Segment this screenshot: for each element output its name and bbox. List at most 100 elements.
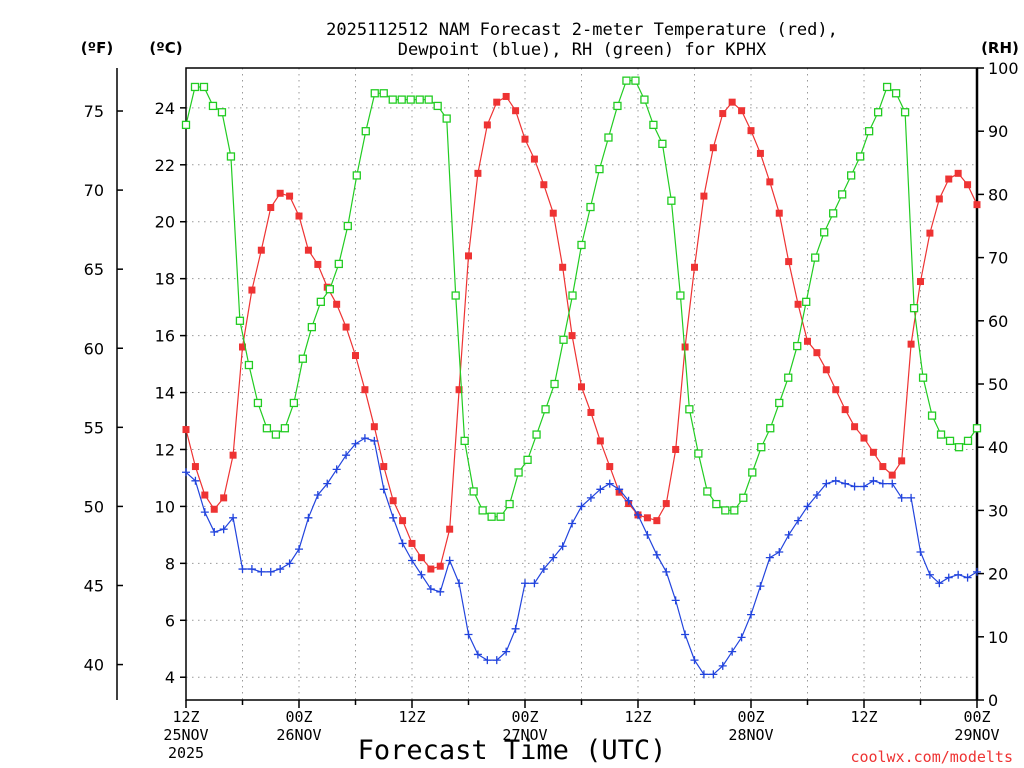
rh-point	[451, 291, 460, 300]
dewpoint-point	[295, 545, 303, 554]
rh-point	[838, 190, 847, 199]
temperature-point	[493, 98, 501, 106]
dewpoint-point	[266, 567, 275, 576]
rh-point	[649, 120, 658, 130]
rh-tick-label: 80	[988, 185, 1008, 204]
rh-point	[604, 133, 613, 142]
rh-unit-label: (RH)	[981, 39, 1019, 57]
rh-point	[514, 468, 523, 477]
temperature-point	[286, 192, 294, 200]
temperature-point	[738, 107, 746, 115]
dewpoint-point	[699, 670, 708, 679]
dewpoint-point	[492, 656, 501, 665]
rh-point	[927, 411, 937, 420]
rh-point	[954, 443, 964, 452]
dewpoint-point	[718, 661, 727, 670]
dewpoint-point	[304, 513, 313, 522]
temperature-point	[898, 457, 906, 465]
temperature-point	[578, 383, 585, 391]
rh-point	[667, 196, 676, 205]
rh-point	[748, 468, 757, 477]
rh-point	[469, 487, 478, 496]
temperature-point	[361, 386, 369, 394]
dewpoint-point	[954, 570, 963, 579]
x-tick-label: 12Z	[624, 708, 651, 726]
temperature-point	[917, 278, 924, 286]
dewpoint-point	[747, 610, 755, 619]
rh-point	[784, 373, 793, 382]
fahrenheit-tick-label: 60	[84, 339, 104, 358]
rh-point	[505, 499, 514, 509]
dewpoint-point	[502, 647, 511, 656]
dewpoint-point	[360, 434, 369, 443]
rh-point	[694, 449, 703, 458]
x-tick-label: 27NOV	[502, 726, 547, 744]
temperature-point	[483, 121, 491, 129]
temperature-point	[370, 423, 378, 431]
dewpoint-point	[841, 479, 850, 488]
dewpoint-point	[681, 630, 690, 639]
temperature-point	[436, 562, 444, 570]
temperature-point	[691, 263, 698, 271]
dewpoint-point	[511, 624, 520, 633]
rh-point	[289, 398, 299, 408]
temperature-point	[465, 252, 472, 260]
rh-point	[559, 335, 568, 344]
rh-point	[703, 487, 712, 496]
rh-point	[918, 373, 928, 382]
temperature-point	[832, 386, 840, 394]
dewpoint-point	[342, 451, 351, 460]
rh-point	[577, 240, 586, 250]
x-tick-label: 00Z	[737, 708, 764, 726]
temperature-point	[201, 491, 209, 499]
rh-point	[208, 101, 218, 111]
temperature-point	[220, 494, 228, 502]
rh-series	[181, 76, 982, 521]
rh-tick-label: 100	[988, 59, 1019, 78]
temperature-point	[276, 189, 284, 197]
rh-point	[873, 108, 883, 117]
dewpoint-point	[756, 582, 765, 591]
dewpoint-point	[238, 565, 247, 574]
temperature-point	[606, 463, 614, 471]
temperature-point	[540, 181, 548, 189]
dewpoint-point	[417, 570, 426, 579]
x-tick-label: 28NOV	[728, 726, 773, 744]
chart-title-line-2: Dewpoint (blue), RH (green) for KPHX	[398, 40, 767, 60]
temperature-point	[333, 300, 341, 308]
fahrenheit-tick-label: 65	[84, 260, 104, 279]
rh-point	[217, 108, 227, 117]
rh-point	[388, 95, 397, 104]
dewpoint-point	[860, 482, 868, 491]
dewpoint-point	[944, 573, 953, 582]
dewpoint-point	[219, 525, 228, 534]
rh-point	[829, 209, 838, 218]
rh-point	[343, 221, 352, 231]
rh-point	[253, 398, 263, 408]
dewpoint-point	[229, 513, 238, 522]
temperature-point	[973, 201, 981, 209]
fahrenheit-tick-label: 55	[84, 418, 104, 437]
dewpoint-point	[897, 493, 906, 502]
rh-point	[622, 76, 631, 85]
dewpoint-point	[624, 496, 633, 505]
rh-point	[262, 424, 272, 433]
dewpoint-point	[483, 656, 492, 665]
dewpoint-point	[652, 550, 661, 559]
dewpoint-point	[182, 468, 190, 477]
rh-point	[271, 430, 281, 439]
temperature-point	[587, 408, 595, 416]
dewpoint-point	[276, 565, 285, 574]
celsius-tick-label: 10	[155, 497, 175, 516]
dewpoint-point	[426, 584, 435, 593]
x-tick-label: 00Z	[285, 708, 312, 726]
dewpoint-series	[182, 434, 981, 679]
temperature-point	[841, 406, 849, 414]
dewpoint-point	[925, 570, 934, 579]
x-tick-label: 12Z	[398, 708, 425, 726]
dewpoint-point	[247, 565, 256, 574]
temperature-point	[417, 554, 425, 562]
rh-point	[415, 95, 424, 104]
rh-point	[496, 512, 505, 521]
temperature-point	[964, 181, 972, 189]
